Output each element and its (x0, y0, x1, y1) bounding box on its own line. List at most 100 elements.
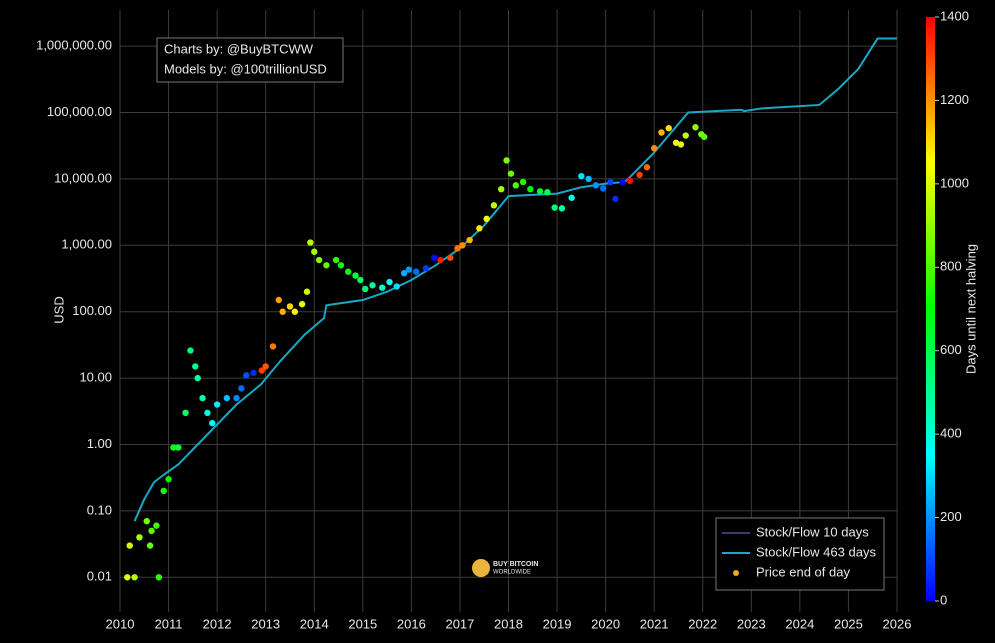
price-point (250, 369, 257, 377)
price-point (315, 256, 323, 264)
price-point (192, 363, 199, 370)
price-point (430, 254, 438, 261)
x-tick-label: 2012 (203, 616, 232, 631)
price-point (519, 178, 527, 186)
price-point (585, 175, 592, 183)
x-tick-label: 2021 (640, 616, 669, 631)
colorbar-tick-label: 600 (940, 342, 962, 357)
price-point (194, 374, 201, 382)
price-point (677, 141, 685, 148)
price-point (483, 215, 490, 223)
x-tick-label: 2023 (737, 616, 766, 631)
price-point (393, 283, 401, 290)
price-point (447, 254, 454, 261)
colorbar-tick-label: 1200 (940, 92, 969, 107)
colorbar-tick-label: 800 (940, 259, 962, 274)
x-tick-label: 2024 (785, 616, 814, 631)
price-point (578, 172, 585, 180)
price-point (692, 124, 699, 131)
price-point (643, 164, 651, 171)
price-point (175, 444, 182, 451)
price-point (512, 182, 519, 189)
price-point (636, 171, 643, 179)
price-point (262, 363, 269, 370)
price-point (337, 262, 345, 269)
price-point (650, 145, 658, 152)
price-point (568, 194, 575, 201)
annotation-box (156, 37, 344, 83)
price-point (422, 265, 430, 272)
y-tick-label: 10.00 (79, 370, 112, 385)
price-point (258, 367, 266, 374)
price-point (592, 182, 600, 189)
x-tick-label: 2025 (834, 616, 863, 631)
price-point (665, 125, 672, 132)
price-point (357, 276, 364, 284)
x-tick-label: 2013 (251, 616, 280, 631)
x-tick-label: 2014 (300, 616, 329, 631)
legend-label: Price end of day (756, 564, 850, 579)
x-tick-label: 2020 (591, 616, 620, 631)
price-point (619, 179, 626, 186)
price-point (199, 394, 206, 402)
price-point (136, 534, 143, 541)
price-point (454, 245, 461, 252)
y-tick-label: 0.10 (87, 502, 112, 517)
price-point (233, 394, 240, 402)
price-point (146, 542, 154, 549)
price-point (307, 239, 314, 246)
colorbar (926, 17, 935, 601)
price-point (400, 270, 408, 277)
x-tick-label: 2017 (445, 616, 474, 631)
price-point (476, 225, 483, 232)
price-point (386, 278, 393, 286)
legend-label: Stock/Flow 10 days (756, 524, 869, 539)
y-tick-label: 100,000.00 (47, 104, 112, 119)
price-point (279, 308, 286, 315)
logo-text: BUY BITCOIN (493, 561, 538, 568)
price-point (672, 139, 680, 146)
price-point (551, 204, 558, 211)
legend-label: Stock/Flow 463 days (756, 544, 876, 559)
price-point (466, 236, 473, 244)
x-tick-label: 2022 (688, 616, 717, 631)
price-point (413, 268, 420, 275)
x-tick-label: 2019 (543, 616, 572, 631)
y-tick-label: 10,000.00 (54, 170, 112, 185)
price-point (298, 300, 306, 308)
y-tick-label: 1,000.00 (61, 237, 112, 252)
price-point (503, 157, 510, 164)
legend-swatch (733, 570, 739, 576)
price-point (362, 285, 369, 293)
colorbar-tick-label: 0 (940, 592, 947, 607)
price-point (437, 256, 444, 264)
colorbar-tick-label: 1000 (940, 175, 969, 190)
colorbar-tick-label: 1400 (940, 8, 969, 23)
price-point (369, 282, 376, 289)
x-tick-label: 2015 (348, 616, 377, 631)
price-point (155, 574, 163, 581)
price-point (558, 205, 566, 212)
x-tick-label: 2010 (106, 616, 135, 631)
price-point (682, 132, 689, 139)
price-point (170, 444, 177, 451)
price-point (311, 248, 318, 255)
price-point (626, 177, 634, 185)
y-tick-label: 0.01 (87, 569, 112, 584)
price-point (352, 272, 359, 279)
annotation: Models by: @100trillionUSD (164, 61, 327, 76)
price-point (204, 409, 211, 417)
price-point (498, 185, 505, 193)
price-point (658, 129, 665, 136)
price-point (238, 385, 245, 392)
price-point (490, 202, 498, 209)
price-point (243, 372, 250, 379)
price-point (269, 343, 277, 350)
price-point (153, 522, 160, 529)
axes: 2010 2011 2012 2013 2014 2015 2016 2017 2018 2019… (36, 8, 969, 631)
price-point (213, 401, 221, 408)
price-point (379, 284, 386, 291)
colorbar-tick-label: 400 (940, 426, 962, 441)
price-point (303, 288, 311, 295)
price-point (323, 262, 330, 269)
